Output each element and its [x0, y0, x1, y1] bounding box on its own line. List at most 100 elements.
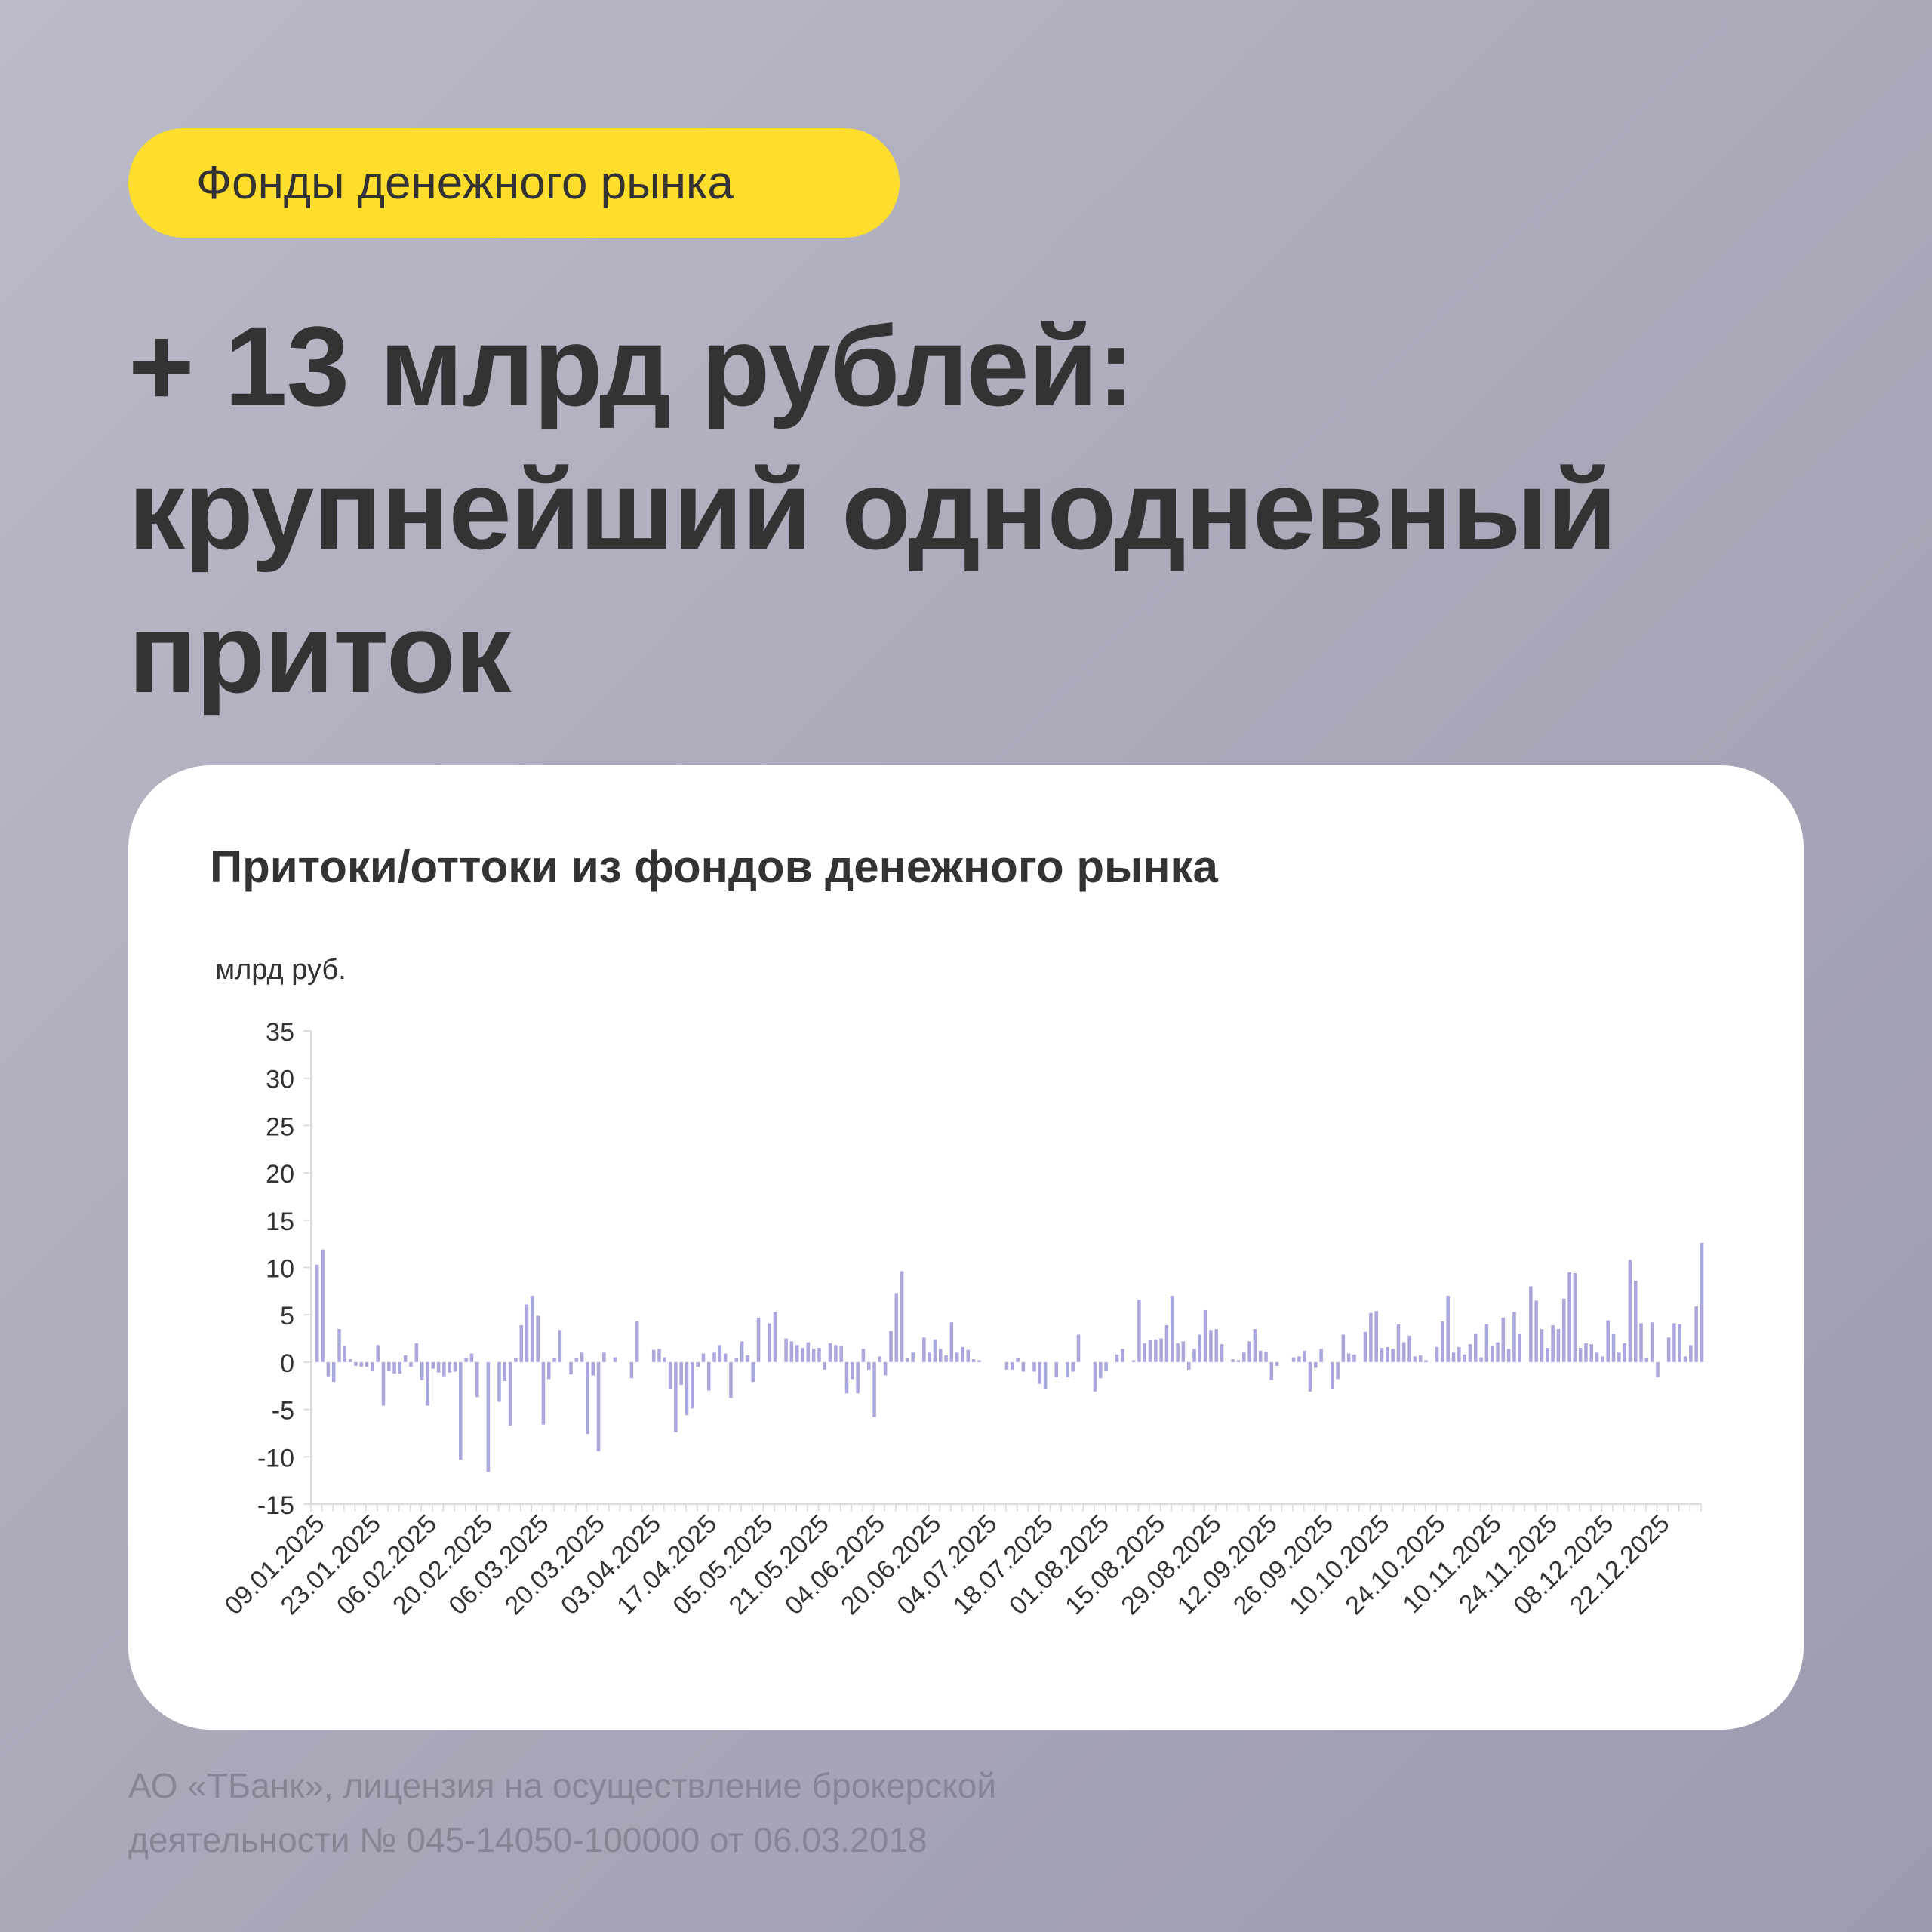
bar: [1352, 1354, 1356, 1362]
bar: [844, 1361, 849, 1394]
bar: [376, 1345, 380, 1362]
bar: [1236, 1360, 1241, 1362]
bar: [701, 1353, 706, 1362]
bar: [1441, 1321, 1444, 1362]
y-tick-label: -10: [257, 1444, 294, 1472]
headline-line-2: крупнейший однодневный: [128, 446, 1617, 573]
bar: [574, 1358, 579, 1362]
headline: + 13 млрд рублей: крупнейший однодневный…: [128, 294, 1864, 724]
bar: [1401, 1342, 1406, 1362]
bar: [1518, 1334, 1522, 1362]
bar: [1611, 1334, 1616, 1362]
bar: [580, 1352, 584, 1362]
bar: [1336, 1361, 1340, 1380]
bar: [1269, 1361, 1274, 1380]
bar: [1672, 1323, 1676, 1362]
bar: [1573, 1273, 1577, 1362]
bar: [949, 1322, 954, 1362]
bar: [596, 1361, 601, 1451]
bar: [387, 1361, 391, 1371]
bar: [635, 1321, 639, 1362]
bar: [1264, 1352, 1268, 1362]
bar: [1021, 1361, 1026, 1372]
bar: [1076, 1334, 1081, 1362]
bar: [1098, 1361, 1103, 1379]
y-tick-label: 25: [266, 1112, 294, 1141]
bar: [1413, 1356, 1417, 1362]
bar: [1567, 1272, 1571, 1362]
bar: [1666, 1337, 1671, 1362]
bar: [321, 1249, 325, 1362]
bar: [1164, 1324, 1169, 1362]
bar: [1633, 1281, 1638, 1362]
bar: [768, 1323, 771, 1362]
bar: [1496, 1342, 1500, 1362]
bar: [1363, 1331, 1367, 1362]
bar: [1209, 1330, 1213, 1362]
bar: [1474, 1334, 1478, 1362]
bar: [928, 1352, 931, 1362]
bar: [331, 1361, 336, 1383]
bar: [1595, 1352, 1599, 1362]
bar: [657, 1349, 661, 1362]
bar: [1346, 1353, 1351, 1362]
y-tick-label: 20: [266, 1160, 294, 1189]
bar: [789, 1341, 794, 1362]
bar: [503, 1361, 507, 1381]
bar: [1181, 1341, 1186, 1362]
bar: [1418, 1355, 1423, 1362]
y-tick-label: 0: [280, 1349, 294, 1378]
bar: [1154, 1339, 1158, 1362]
bar: [1606, 1320, 1610, 1362]
bar: [828, 1343, 832, 1362]
bar: [894, 1293, 899, 1362]
bar: [729, 1361, 733, 1398]
bar: [1159, 1338, 1163, 1362]
bar: [448, 1361, 451, 1373]
bar: [663, 1357, 667, 1362]
bar: [442, 1361, 446, 1377]
bar: [718, 1345, 722, 1362]
bar: [1623, 1343, 1626, 1362]
bar: [1546, 1348, 1549, 1362]
bar: [1011, 1361, 1014, 1370]
y-tick-label: 30: [266, 1066, 294, 1094]
bar: [1231, 1359, 1235, 1362]
bar: [486, 1361, 491, 1472]
bar: [1121, 1349, 1124, 1362]
bar: [834, 1345, 838, 1362]
bar: [1258, 1350, 1263, 1362]
bar: [337, 1329, 341, 1362]
bar: [326, 1361, 331, 1377]
bar: [1341, 1334, 1346, 1362]
bar: [746, 1355, 749, 1362]
bar: [1540, 1329, 1544, 1362]
bar: [343, 1346, 347, 1362]
bar: [541, 1361, 546, 1425]
bar: [552, 1358, 556, 1362]
bar: [1380, 1348, 1384, 1362]
bar: [398, 1361, 402, 1374]
bar: [613, 1357, 617, 1362]
y-tick-label: -5: [272, 1397, 294, 1426]
license-footer: АО «ТБанк», лицензия на осуществление бр…: [128, 1758, 996, 1867]
bar: [1242, 1352, 1246, 1362]
bar: [706, 1361, 711, 1391]
bar: [426, 1361, 429, 1406]
bar: [365, 1361, 369, 1367]
bar: [823, 1361, 827, 1370]
bar: [1330, 1361, 1334, 1389]
bar: [1512, 1312, 1516, 1362]
bar: [1220, 1344, 1224, 1362]
bar: [602, 1352, 606, 1362]
bar: [1297, 1356, 1301, 1362]
bar: [977, 1360, 981, 1362]
bar: [1043, 1361, 1048, 1389]
bar: [1407, 1335, 1411, 1362]
bar: [1170, 1296, 1174, 1362]
bar: [1396, 1324, 1401, 1362]
bar: [1639, 1323, 1643, 1362]
bar: [922, 1337, 926, 1362]
bar: [547, 1361, 551, 1380]
bar: [1314, 1361, 1318, 1368]
